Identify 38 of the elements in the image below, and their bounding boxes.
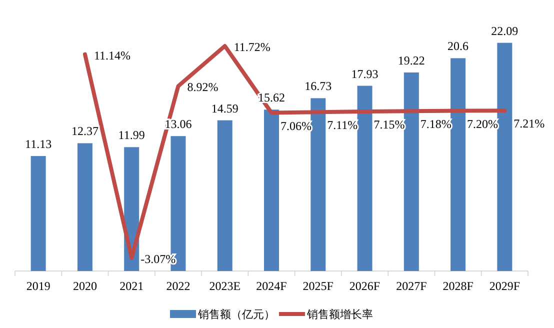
data-label: 11.99: [118, 128, 145, 142]
data-label: 11.14%: [94, 48, 131, 62]
data-label: 14.59: [211, 101, 238, 116]
bar: [404, 72, 419, 271]
bar: [217, 120, 232, 271]
data-label: 11.13: [25, 137, 52, 152]
data-label: 20.6: [448, 39, 469, 54]
data-label: 12.37: [71, 124, 98, 138]
legend-label: 销售额（亿元）: [197, 308, 275, 321]
bar: [310, 98, 326, 271]
data-label: 7.21%: [514, 116, 545, 131]
data-label: 7.20%: [467, 116, 498, 131]
bar: [497, 42, 512, 271]
x-tick-label: 2028F: [442, 279, 474, 293]
bar: [30, 156, 46, 271]
x-tick-label: 2023E: [209, 279, 241, 293]
data-label: 8.92%: [187, 80, 218, 94]
x-tick-label: 2020: [72, 279, 97, 293]
x-tick-label: 2025F: [302, 279, 334, 293]
x-tick-label: 2029F: [489, 279, 520, 293]
x-tick-label: 2026F: [349, 279, 380, 293]
x-tick-label: 2022: [166, 279, 190, 293]
bar: [450, 58, 466, 271]
data-label: 7.06%: [280, 118, 312, 133]
x-tick-label: 2019: [26, 279, 50, 293]
data-label: 22.09: [491, 24, 518, 38]
data-label: 16.73: [304, 79, 332, 94]
data-label: 19.22: [398, 53, 425, 68]
x-tick-label: 2024F: [256, 279, 288, 293]
x-tick-label: 2027F: [396, 279, 428, 293]
x-tick-label: 2021: [120, 279, 144, 293]
legend-label: 销售额增长率: [306, 308, 373, 321]
data-label: 11.72%: [234, 40, 270, 54]
bar: [357, 86, 372, 271]
bar: [77, 143, 92, 271]
data-label: 17.93: [351, 66, 378, 81]
bar: [264, 110, 279, 271]
data-label: 7.11%: [327, 118, 358, 132]
